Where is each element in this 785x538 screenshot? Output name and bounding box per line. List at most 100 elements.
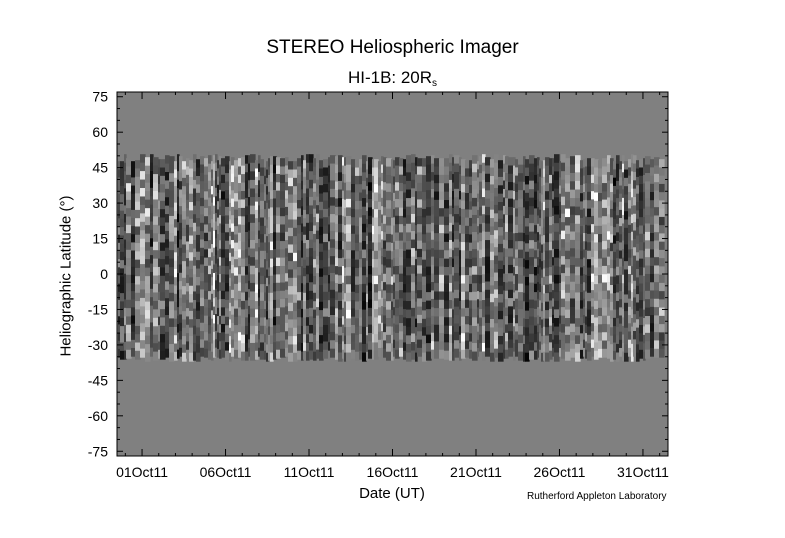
image-strip: [368, 157, 373, 359]
image-strip: [293, 161, 298, 362]
y-tick-label: -45: [88, 372, 108, 388]
image-strip: [323, 159, 329, 359]
image-strip: [378, 161, 382, 357]
image-strip: [607, 155, 611, 359]
image-strip: [366, 161, 369, 361]
image-strip: [465, 160, 470, 358]
image-strip: [417, 158, 423, 357]
image-strip: [469, 160, 473, 359]
image-strip: [643, 158, 646, 361]
image-strip: [273, 156, 277, 360]
image-strip: [619, 161, 623, 357]
image-strip: [189, 160, 194, 362]
image-strip: [482, 154, 486, 361]
y-tick-label: 15: [92, 231, 108, 247]
image-strip: [335, 156, 339, 360]
image-strip: [598, 160, 603, 358]
image-strip: [587, 158, 592, 361]
image-strip: [622, 155, 625, 361]
image-strip: [403, 159, 407, 360]
image-strip: [301, 155, 304, 361]
image-strip: [217, 160, 220, 358]
image-strip: [639, 159, 644, 359]
image-strip: [285, 157, 289, 357]
image-strip: [395, 157, 400, 359]
image-strip: [303, 160, 307, 360]
image-strip: [362, 155, 367, 362]
image-strip: [245, 155, 249, 361]
image-strip: [359, 159, 363, 360]
image-strip: [229, 161, 232, 362]
x-tick-label: 16Oct11: [367, 464, 419, 480]
image-strip: [200, 156, 205, 357]
image-strip: [461, 159, 466, 359]
image-strip: [258, 155, 261, 357]
image-strip: [624, 161, 629, 362]
image-strip: [338, 155, 343, 362]
image-strip: [399, 158, 404, 357]
image-strip: [552, 158, 555, 357]
image-strip: [498, 160, 504, 362]
image-strip: [503, 155, 506, 359]
image-strip: [406, 155, 412, 362]
image-strip: [374, 159, 379, 360]
image-strip: [485, 157, 491, 357]
image-strip: [313, 158, 317, 361]
image-strip: [158, 159, 161, 359]
image-strip: [431, 155, 435, 359]
image-strip: [221, 158, 226, 358]
image-strip: [393, 160, 396, 357]
image-strip: [434, 158, 440, 359]
image-strip: [391, 159, 394, 361]
image-strip: [513, 157, 516, 361]
image-strip: [541, 161, 544, 362]
image-strip: [351, 159, 356, 359]
image-strip: [616, 155, 620, 362]
image-strip: [204, 158, 209, 358]
image-strip: [561, 154, 566, 359]
image-strip: [610, 158, 614, 362]
image-strip: [248, 155, 251, 357]
image-strip: [174, 161, 178, 361]
image-strip: [515, 159, 519, 357]
image-strip: [150, 154, 154, 357]
image-strip: [631, 154, 634, 362]
image-strip: [193, 154, 197, 361]
image-strip: [241, 157, 246, 361]
image-strip: [422, 158, 427, 362]
image-strip: [288, 161, 294, 362]
image-strip: [131, 161, 136, 357]
image-strip: [508, 157, 514, 357]
image-strip: [208, 155, 212, 360]
image-strip: [591, 158, 595, 357]
image-strip: [545, 157, 550, 362]
image-strip: [570, 156, 576, 358]
image-strip: [330, 155, 336, 358]
image-strip: [444, 158, 450, 360]
image-strip: [153, 157, 159, 361]
image-strip: [559, 161, 562, 357]
y-tick-label: -15: [88, 301, 108, 317]
image-strip: [529, 155, 535, 360]
image-strip: [383, 157, 387, 358]
image-strip: [124, 154, 127, 360]
image-strip: [518, 156, 524, 361]
image-strip: [580, 160, 584, 359]
image-strip: [234, 160, 239, 359]
image-strip: [454, 155, 460, 358]
image-strip: [196, 159, 201, 362]
image-strip: [602, 158, 608, 358]
chart-subtitle: HI-1B: 20Rs: [0, 68, 785, 89]
image-strip: [523, 156, 526, 362]
image-strip: [342, 157, 345, 359]
image-strip: [650, 159, 655, 357]
y-tick-label: -75: [88, 443, 108, 459]
image-strip: [344, 157, 347, 362]
image-strip: [645, 156, 651, 359]
image-strip: [490, 159, 495, 362]
image-strip: [126, 158, 132, 359]
image-strip: [231, 157, 235, 357]
image-strip: [411, 154, 416, 360]
image-strip: [543, 160, 546, 361]
